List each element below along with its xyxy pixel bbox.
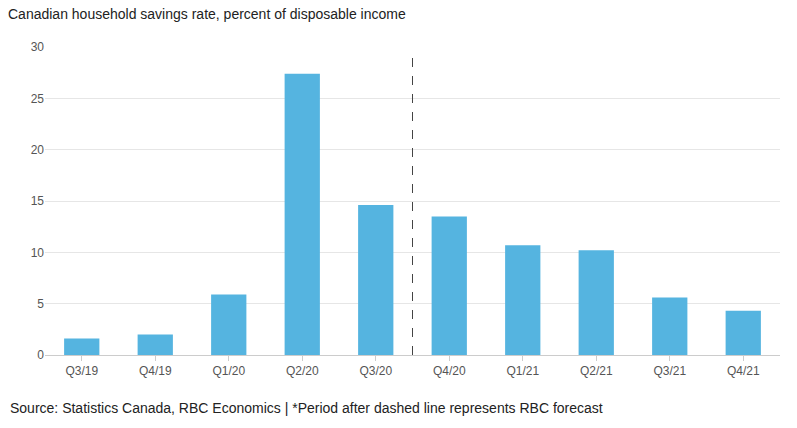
svg-text:Q1/20: Q1/20	[212, 364, 245, 378]
svg-text:Q2/20: Q2/20	[286, 364, 319, 378]
svg-text:Q3/21: Q3/21	[653, 364, 686, 378]
svg-text:20: 20	[31, 143, 45, 157]
svg-text:30: 30	[31, 40, 45, 54]
svg-text:Source: Statistics Canada, RBC: Source: Statistics Canada, RBC Economics…	[10, 400, 603, 416]
svg-text:Q1/21: Q1/21	[506, 364, 539, 378]
svg-text:Q4/19: Q4/19	[139, 364, 172, 378]
svg-text:Canadian household savings rat: Canadian household savings rate, percent…	[8, 6, 406, 22]
svg-text:Q3/20: Q3/20	[359, 364, 392, 378]
svg-text:15: 15	[31, 194, 45, 208]
svg-text:Q4/21: Q4/21	[727, 364, 760, 378]
svg-text:Q2/21: Q2/21	[580, 364, 613, 378]
svg-text:10: 10	[31, 246, 45, 260]
svg-text:Q4/20: Q4/20	[433, 364, 466, 378]
svg-text:5: 5	[37, 297, 44, 311]
svg-text:0: 0	[37, 348, 44, 362]
svg-text:25: 25	[31, 92, 45, 106]
svg-text:Q3/19: Q3/19	[65, 364, 98, 378]
